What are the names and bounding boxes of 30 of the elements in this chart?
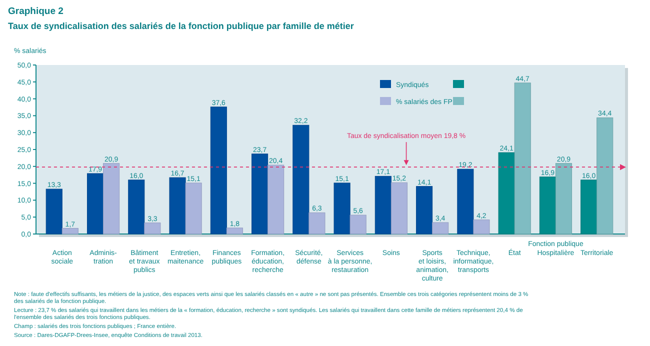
bar: [555, 163, 572, 234]
bar: [596, 117, 614, 234]
bar: [334, 182, 350, 234]
bar: [210, 106, 227, 234]
bar: [169, 177, 186, 234]
bar: [308, 212, 326, 234]
bar: [350, 214, 366, 234]
bar: [292, 124, 310, 234]
bar: [128, 180, 145, 234]
bar: [46, 188, 62, 234]
bar: [252, 154, 268, 234]
bar: [432, 222, 449, 234]
bar: [514, 82, 531, 234]
bar: [390, 182, 408, 234]
bar: [144, 222, 161, 234]
bar: [416, 186, 433, 234]
bar: [539, 176, 556, 234]
bar: [226, 228, 243, 234]
bar: [580, 180, 598, 234]
chart-subtitle: Taux de syndicalisation des salariés de la fonction publique par famille de métier: [8, 21, 354, 31]
bar: [268, 164, 284, 234]
bar: [86, 173, 104, 234]
bar: [185, 182, 202, 234]
bar: [103, 163, 120, 234]
bar: [374, 176, 392, 234]
chart-title: Graphique 2: [8, 6, 64, 17]
bar: [473, 220, 490, 234]
bar: [62, 228, 78, 234]
bar: [457, 168, 474, 234]
bar: [498, 152, 515, 234]
